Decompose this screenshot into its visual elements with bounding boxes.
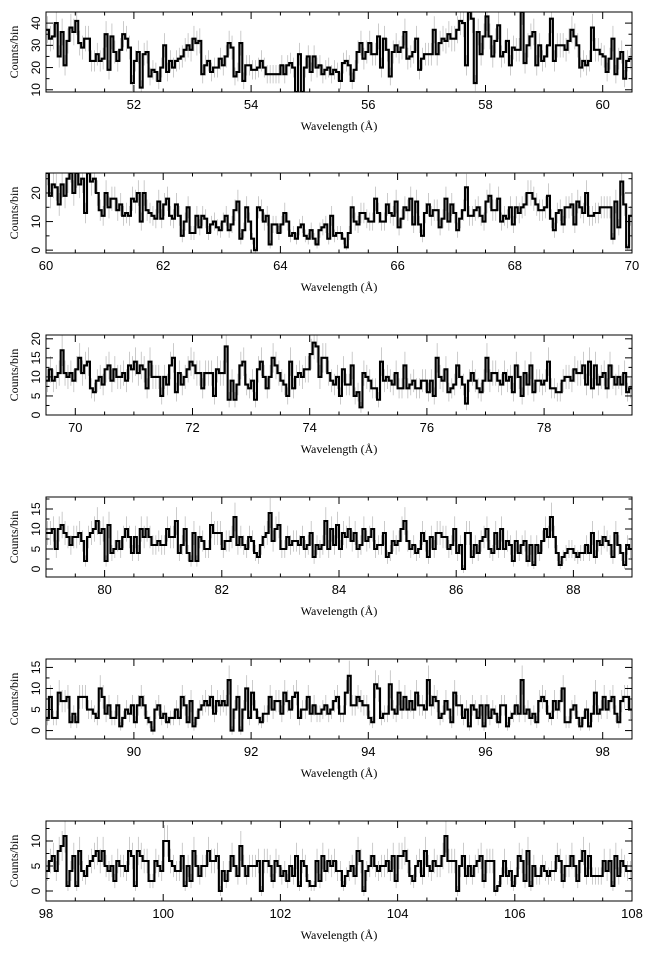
x-tick-label: 78 [537,420,551,435]
spectrum-histogram [46,834,632,893]
x-axis-label: Wavelength (Å) [301,280,378,294]
y-axis-label: Counts/bin [7,673,21,726]
y-tick-label: 10 [29,834,43,848]
y-tick-label: 0 [29,565,43,572]
y-tick-label: 5 [29,706,43,713]
x-tick-label: 52 [127,97,141,112]
error-bars [47,335,631,413]
y-tick-label: 30 [29,38,43,52]
x-tick-label: 72 [185,420,199,435]
y-tick-label: 15 [29,502,43,516]
x-axis-label: Wavelength (Å) [301,604,378,618]
spectrum-histogram [46,173,632,252]
x-axis-label: Wavelength (Å) [301,766,378,780]
y-axis-label: Counts/bin [7,187,21,240]
x-tick-label: 58 [478,97,492,112]
x-tick-label: 100 [152,906,174,921]
spectrum-histogram [46,341,632,409]
spectrum-histogram [46,511,632,571]
y-tick-label: 0 [29,887,43,894]
y-tick-label: 0 [29,246,43,253]
x-tick-label: 92 [244,744,258,759]
x-tick-label: 60 [39,258,53,273]
x-tick-label: 98 [595,744,609,759]
x-tick-label: 82 [215,582,229,597]
x-tick-label: 94 [361,744,375,759]
x-tick-label: 60 [595,97,609,112]
y-tick-label: 20 [29,332,43,346]
y-tick-label: 20 [29,186,43,200]
x-axis-label: Wavelength (Å) [301,119,378,133]
panel-1: 52 54 56 58 60 10 20 30 40 Wavelength (Å) Counts/b… [7,11,633,133]
x-tick-label: 64 [273,258,287,273]
x-tick-label: 88 [566,582,580,597]
x-axis-label: Wavelength (Å) [301,928,378,942]
y-axis-label: Counts/bin [7,835,21,888]
y-tick-label: 0 [29,727,43,734]
y-tick-label: 10 [29,370,43,384]
panel-2: 60 62 64 66 68 70 0 10 20 Wavelength (Å) Counts/bi… [7,172,639,294]
panel-3: 70 72 74 76 78 0 5 10 15 20 Wavelength (Å) Counts/b… [7,332,633,456]
panel-4: 80 82 84 86 88 0 5 10 15 Wavelength (Å) Counts/bin [7,496,633,618]
x-tick-label: 76 [420,420,434,435]
x-tick-label: 66 [390,258,404,273]
y-tick-label: 15 [29,351,43,365]
x-tick-label: 84 [332,582,346,597]
x-tick-label: 98 [39,906,53,921]
panel-5: 90 92 94 96 98 0 5 10 15 Wavelength (Å) Counts/bin [7,658,633,780]
y-tick-label: 10 [29,522,43,536]
x-tick-label: 80 [97,582,111,597]
x-tick-label: 70 [625,258,639,273]
x-tick-label: 90 [127,744,141,759]
spectrum-histogram [46,674,632,732]
x-tick-label: 56 [361,97,375,112]
y-axis-label: Counts/bin [7,511,21,564]
y-tick-label: 10 [29,681,43,695]
y-tick-label: 5 [29,392,43,399]
x-tick-label: 108 [621,906,643,921]
x-tick-label: 68 [508,258,522,273]
x-tick-label: 86 [449,582,463,597]
panel-6: 98 100 102 104 106 108 0 5 10 Wavelength (Å) Count… [7,820,643,942]
x-tick-label: 104 [387,906,409,921]
y-tick-label: 5 [29,862,43,869]
spectrum-histogram [46,12,632,92]
y-tick-label: 40 [29,16,43,30]
x-tick-label: 70 [68,420,82,435]
x-tick-label: 102 [270,906,292,921]
x-tick-label: 96 [478,744,492,759]
x-axis-label: Wavelength (Å) [301,442,378,456]
plot-frame [45,172,633,254]
y-tick-label: 5 [29,545,43,552]
error-bars [47,173,631,253]
y-tick-label: 0 [29,411,43,418]
y-tick-label: 10 [29,215,43,229]
y-axis-label: Counts/bin [7,26,21,79]
x-tick-label: 74 [302,420,316,435]
y-axis-label: Counts/bin [7,349,21,402]
y-tick-label: 20 [29,61,43,75]
y-tick-label: 15 [29,660,43,674]
x-tick-label: 54 [244,97,258,112]
x-tick-label: 62 [156,258,170,273]
plot-frame [45,334,633,416]
x-tick-label: 106 [504,906,526,921]
y-tick-label: 10 [29,83,43,97]
